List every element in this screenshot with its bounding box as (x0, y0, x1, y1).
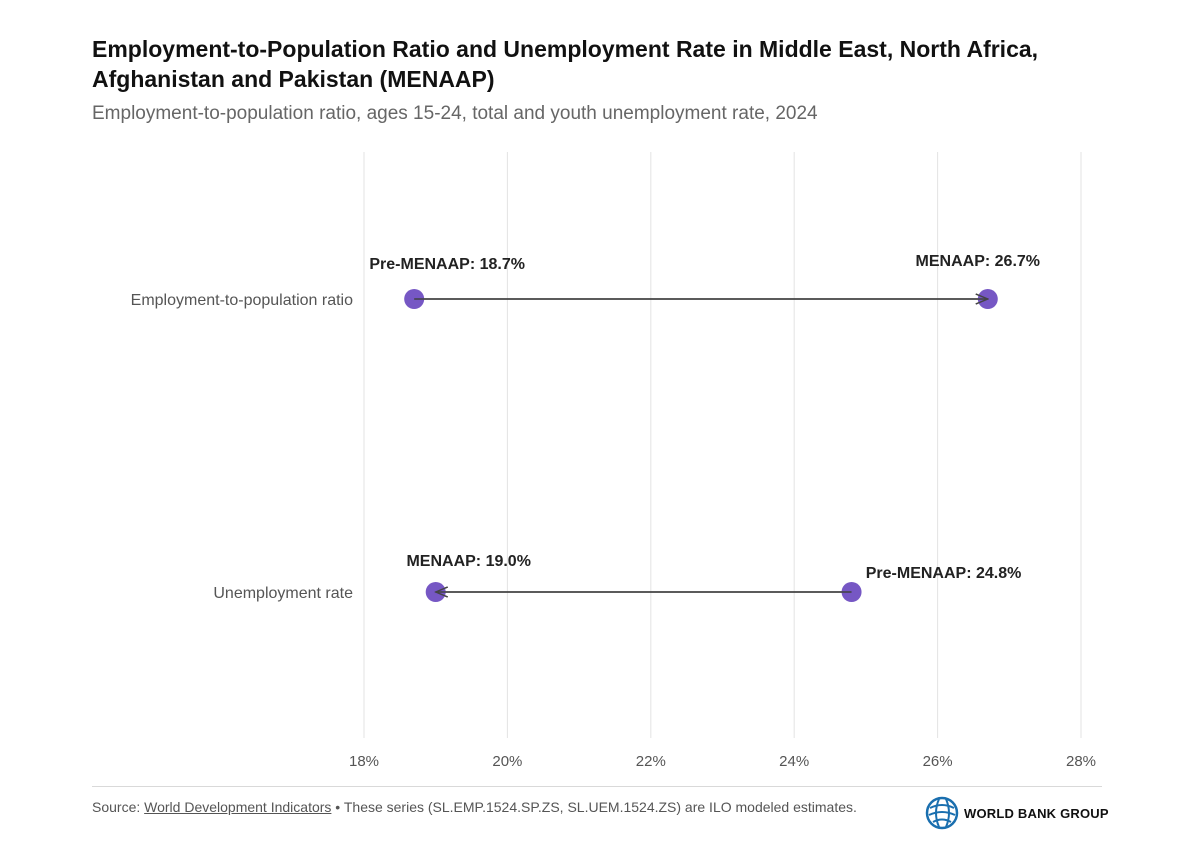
data-label: MENAAP: 19.0% (406, 553, 530, 570)
x-tick-label: 18% (349, 753, 379, 770)
x-tick-label: 20% (492, 753, 522, 770)
source-link[interactable]: World Development Indicators (144, 799, 332, 815)
category-label: Unemployment rate (213, 585, 353, 602)
logo-text: WORLD BANK GROUP (964, 805, 1109, 821)
dumbbell-chart: 18% 20% 22% 24% 26% 28% Employment-to-populat… (131, 152, 1096, 770)
chart-title: Employment-to-Population Ratio and Unemp… (92, 36, 1039, 92)
category-axis: Employment-to-population ratio Unemployme… (131, 292, 353, 602)
gridlines (363, 152, 1082, 738)
x-axis: 18% 20% 22% 24% 26% 28% (349, 753, 1096, 770)
source-prefix: Source: (92, 799, 145, 815)
chart-subtitle: Employment-to-population ratio, ages 15-… (92, 103, 818, 124)
x-tick-label: 22% (636, 753, 666, 770)
x-tick-label: 28% (1066, 753, 1096, 770)
source-note: Source: World Development Indicators • T… (92, 797, 892, 818)
x-tick-label: 24% (779, 753, 809, 770)
x-tick-label: 26% (923, 753, 953, 770)
data-label: Pre-MENAAP: 18.7% (369, 256, 525, 273)
data-label: MENAAP: 26.7% (916, 253, 1040, 270)
category-label: Employment-to-population ratio (131, 292, 353, 309)
globe-icon (925, 796, 959, 830)
data-label: Pre-MENAAP: 24.8% (866, 565, 1022, 582)
footer-divider (92, 786, 1102, 787)
world-bank-logo[interactable]: WORLD BANK GROUP (925, 796, 1109, 830)
source-detail: • These series (SL.EMP.1524.SP.ZS, SL.UE… (331, 799, 857, 815)
data-marks: Pre-MENAAP: 18.7% MENAAP: 26.7% MENAAP: 19… (369, 253, 1040, 602)
